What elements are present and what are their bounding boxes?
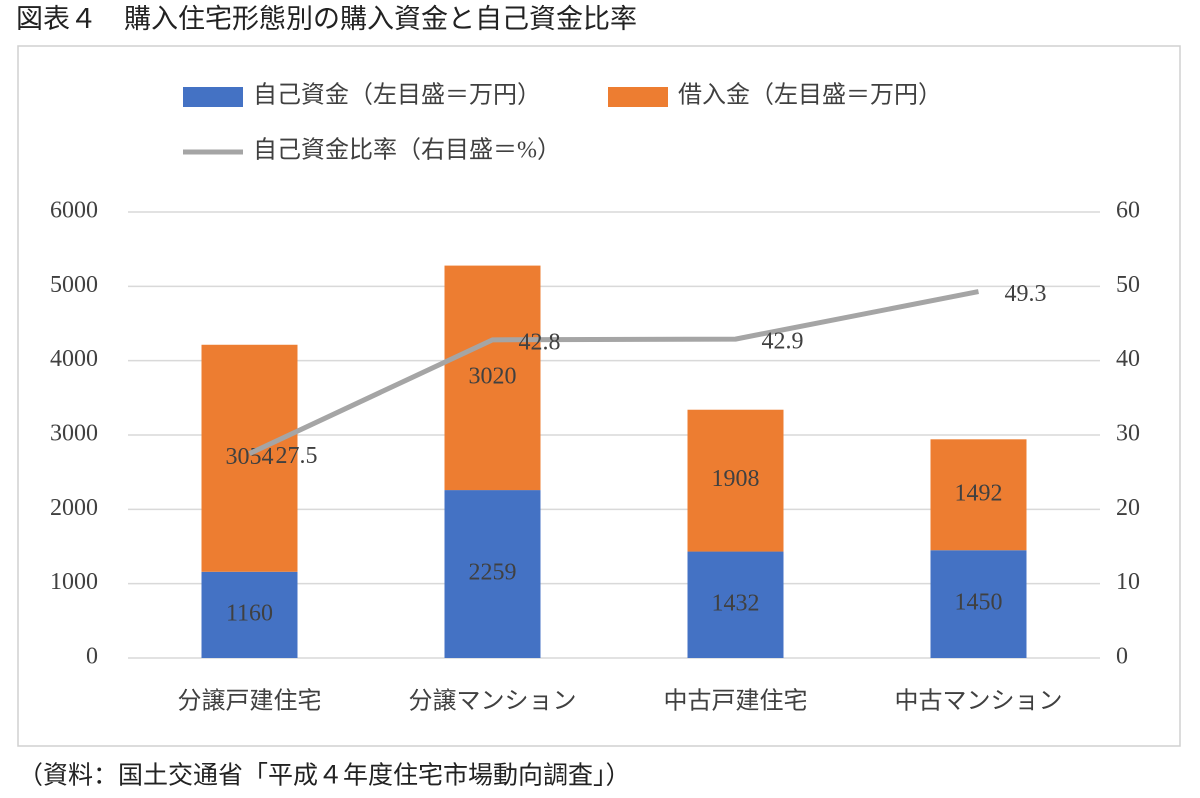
- y-tick-label: 3000: [50, 421, 98, 447]
- bar: [201, 571, 298, 658]
- y2-tick-label: 30: [1116, 421, 1140, 447]
- line-label: 42.9: [762, 329, 804, 355]
- y2-tick-label: 10: [1116, 569, 1140, 595]
- y-tick-label: 6000: [50, 198, 98, 224]
- bar: [201, 344, 298, 572]
- bar: [444, 265, 541, 491]
- line-label: 27.5: [276, 443, 318, 469]
- y2-tick-label: 60: [1116, 198, 1140, 224]
- legend-label: 自己資金（左目盛＝万円）: [253, 82, 541, 109]
- x-tick-label: 中古マンション: [895, 688, 1063, 715]
- y-tick-label: 5000: [50, 272, 98, 298]
- y2-tick-label: 20: [1116, 495, 1140, 521]
- chart-frame: [17, 45, 1181, 747]
- legend-swatch: [183, 87, 243, 107]
- chart-title: 図表４ 購入住宅形態別の購入資金と自己資金比率: [16, 4, 637, 34]
- y2-tick-label: 40: [1116, 346, 1140, 372]
- source-note: （資料：国土交通省「平成４年度住宅市場動向調査」）: [18, 762, 631, 790]
- bar: [687, 409, 784, 552]
- bar: [930, 439, 1027, 551]
- bar: [687, 551, 784, 658]
- data-label: 2259: [469, 560, 517, 586]
- data-label: 1160: [226, 600, 273, 626]
- bar: [444, 490, 541, 658]
- y-tick-label: 1000: [50, 569, 98, 595]
- legend-swatch: [608, 87, 668, 107]
- data-label: 1908: [712, 466, 760, 492]
- x-tick-label: 中古戸建住宅: [664, 688, 808, 715]
- data-label: 1432: [712, 590, 760, 616]
- data-label: 3020: [469, 363, 517, 389]
- data-label: 1450: [955, 590, 1003, 616]
- y-tick-label: 0: [86, 644, 98, 670]
- y-tick-label: 4000: [50, 346, 98, 372]
- bar: [930, 550, 1027, 658]
- legend-label: 自己資金比率（右目盛＝%）: [253, 137, 561, 164]
- y-tick-label: 2000: [50, 495, 98, 521]
- y2-tick-label: 50: [1116, 272, 1140, 298]
- line-label: 49.3: [1005, 281, 1047, 307]
- x-tick-label: 分譲戸建住宅: [178, 688, 322, 715]
- data-label: 1492: [955, 480, 1003, 506]
- legend-label: 借入金（左目盛＝万円）: [678, 82, 942, 109]
- x-tick-label: 分譲マンション: [409, 688, 577, 715]
- line: [248, 289, 979, 456]
- line-label: 42.8: [519, 329, 561, 355]
- y2-tick-label: 0: [1116, 644, 1128, 670]
